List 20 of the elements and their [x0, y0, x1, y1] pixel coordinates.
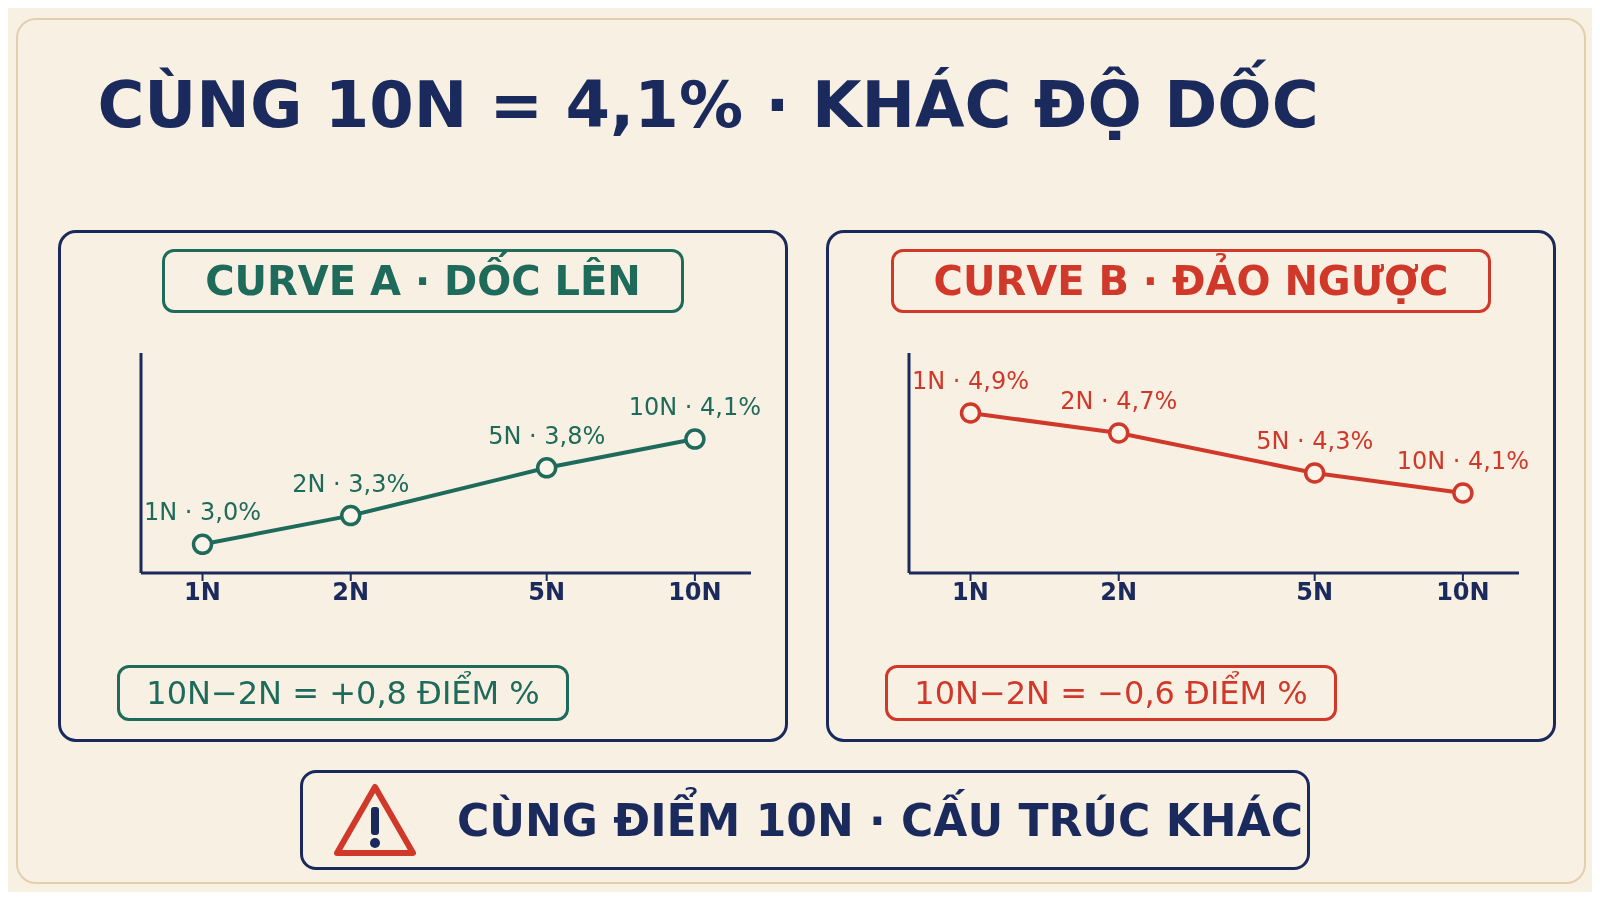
x-tick-label: 5N	[528, 578, 566, 607]
x-tick-label: 10N	[668, 578, 722, 607]
x-tick-label: 1N	[184, 578, 221, 607]
chart-subtitle: CURVE A · DỐC LÊN	[162, 249, 684, 313]
text: 10N−2N = +0,8 ĐIỂM %	[117, 665, 569, 721]
text: 10N−2N = −0,6 ĐIỂM %	[885, 665, 1337, 721]
x-tick-label: 2N	[332, 578, 370, 607]
x-tick-label: 10N	[1436, 578, 1490, 607]
data-label: 10N · 4,1%	[628, 393, 762, 422]
chart-subtitle: CURVE B · ĐẢO NGƯỢC	[890, 249, 1492, 313]
data-label: 1N · 4,9%	[911, 367, 1030, 395]
x-tick-label: 5N	[1296, 578, 1334, 607]
data-label: 5N · 4,3%	[1256, 427, 1374, 455]
data-label: 5N · 3,8%	[488, 421, 606, 450]
data-label: 1N · 3,0%	[143, 498, 262, 527]
data-label: 2N · 3,3%	[292, 469, 410, 498]
x-tick-label: 2N	[1100, 578, 1138, 607]
data-label: 10N · 4,1%	[1396, 447, 1530, 475]
x-tick-label: 1N	[952, 578, 989, 607]
data-label: 2N · 4,7%	[1060, 387, 1178, 415]
